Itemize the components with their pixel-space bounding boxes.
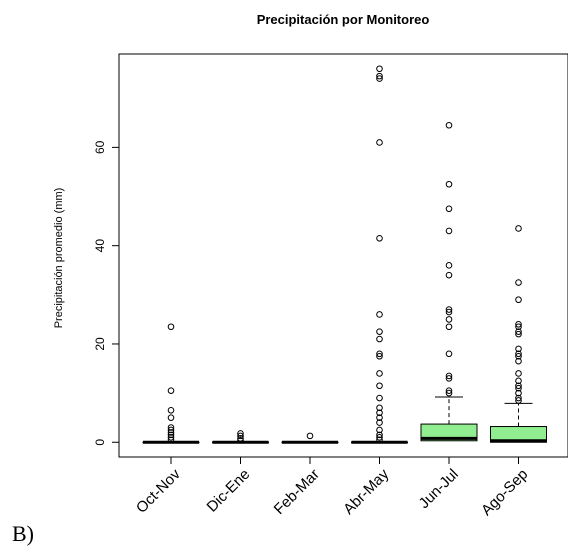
outlier-point	[445, 323, 453, 331]
outlier-point	[376, 328, 383, 335]
outlier-point	[515, 357, 522, 365]
outlier-point	[445, 227, 453, 235]
outlier-point	[376, 404, 383, 412]
outlier-point	[376, 426, 383, 434]
chart-title: Precipitación por Monitoreo	[257, 12, 430, 27]
outlier-point	[167, 414, 175, 421]
outlier-point	[515, 323, 522, 331]
outlier-point	[445, 350, 453, 358]
outlier-point	[237, 435, 244, 442]
x-tick-label: Oct-Nov	[133, 465, 184, 516]
outlier-point	[167, 387, 175, 394]
outlier-point	[376, 311, 383, 318]
outlier-point	[167, 407, 175, 414]
outlier-point	[376, 350, 383, 358]
outlier-point	[376, 370, 383, 377]
outlier-point	[445, 375, 453, 382]
box-dic-ene	[212, 430, 269, 444]
outlier-point	[515, 321, 522, 328]
y-tick-label: 20	[93, 337, 107, 351]
outlier-point	[515, 345, 522, 353]
outlier-point	[515, 350, 522, 358]
outlier-point	[237, 432, 244, 440]
outlier-point	[167, 436, 175, 444]
outlier-point	[515, 382, 522, 390]
box-iqr	[420, 423, 478, 442]
y-tick-label: 40	[93, 239, 107, 253]
outlier-point	[167, 429, 175, 436]
outlier-point	[515, 328, 522, 335]
outlier-point	[515, 296, 522, 304]
outlier-point	[376, 419, 383, 426]
outlier-point	[376, 352, 383, 360]
box-group	[142, 65, 547, 444]
outlier-point	[167, 426, 175, 434]
outlier-point	[515, 394, 522, 402]
outlier-point	[376, 434, 383, 441]
outlier-point	[445, 389, 453, 397]
outlier-point	[445, 180, 453, 188]
plot-frame	[118, 53, 568, 458]
y-axis-label: Precipitación promedio (mm)	[53, 188, 65, 329]
x-tick-label: Abr-May	[340, 465, 392, 517]
outlier-point	[445, 205, 453, 213]
panel-label: B)	[12, 521, 34, 546]
y-tick-label: 0	[93, 439, 107, 446]
outlier-point	[515, 330, 522, 338]
y-tick-label: 60	[93, 140, 107, 154]
box-ago-sep	[490, 225, 547, 443]
y-axis: 0 20 40 60	[93, 140, 120, 446]
outlier-point	[445, 316, 453, 323]
outlier-point	[237, 436, 244, 444]
outlier-point	[515, 377, 522, 385]
outlier-point	[376, 234, 383, 242]
outlier-point	[376, 436, 383, 444]
outlier-point	[167, 323, 175, 331]
outlier-point	[445, 372, 453, 380]
outlier-point	[515, 384, 522, 392]
outlier-point	[445, 271, 453, 279]
outlier-point	[376, 409, 383, 417]
box-feb-mar	[281, 432, 339, 444]
outlier-point	[515, 397, 522, 404]
outlier-point	[445, 121, 453, 129]
outlier-point	[237, 430, 244, 437]
outlier-point	[376, 382, 383, 390]
outlier-point	[515, 225, 522, 232]
box-jun-jul	[420, 121, 478, 442]
outlier-point	[515, 389, 522, 397]
outlier-point	[376, 335, 383, 343]
outlier-point	[515, 279, 522, 286]
outlier-point	[445, 308, 453, 316]
outlier-point	[167, 434, 175, 441]
outlier-point	[515, 352, 522, 360]
x-tick-label: Dic-Ene	[204, 466, 254, 516]
outlier-point	[376, 431, 383, 439]
outlier-point	[376, 65, 383, 73]
box-abr-may	[351, 65, 408, 444]
x-tick-label: Jun-Jul	[416, 466, 462, 512]
outlier-point	[445, 262, 453, 269]
outlier-point	[376, 139, 383, 146]
outlier-point	[376, 414, 383, 421]
outlier-point	[445, 306, 453, 313]
outlier-point	[306, 432, 314, 440]
outlier-point	[167, 431, 175, 439]
x-tick-label: Feb-Mar	[271, 466, 323, 518]
box-oct-nov	[142, 323, 200, 444]
outlier-point	[515, 370, 522, 377]
outlier-point	[445, 387, 453, 394]
outlier-point	[376, 394, 383, 402]
outlier-point	[376, 75, 383, 82]
x-tick-label: Ago-Sep	[478, 466, 531, 519]
outlier-point	[167, 424, 175, 431]
outlier-point	[376, 72, 383, 80]
x-axis: Oct-Nov Dic-Ene Feb-Mar Abr-May Jun-Jul Ago-S…	[133, 456, 531, 519]
